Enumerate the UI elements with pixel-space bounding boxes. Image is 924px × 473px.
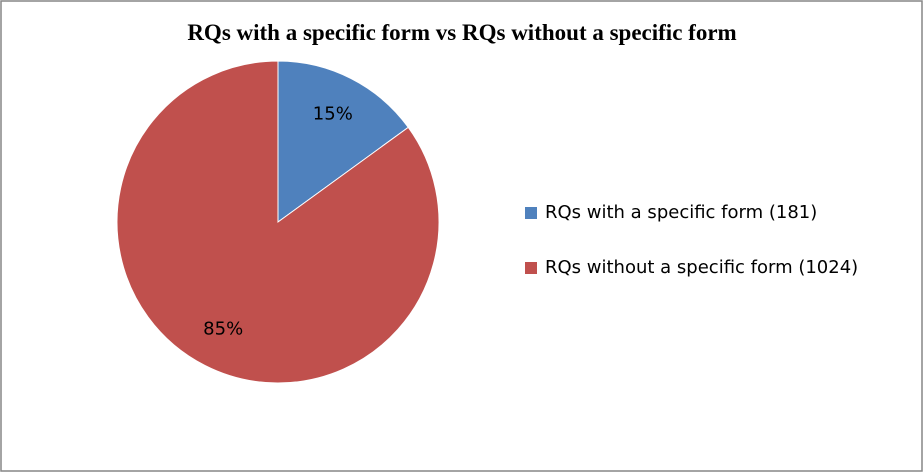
legend-label: RQs with a specific form (181): [545, 202, 817, 223]
chart-title: RQs with a specific form vs RQs without …: [187, 20, 736, 45]
legend-swatch: [525, 207, 537, 219]
legend-swatch: [525, 262, 537, 274]
data-label: 15%: [313, 103, 353, 124]
data-label: 85%: [203, 319, 243, 340]
pie-slice: [116, 60, 440, 384]
pie-slice: [277, 60, 409, 223]
legend-label: RQs without a specific form (1024): [545, 257, 858, 278]
